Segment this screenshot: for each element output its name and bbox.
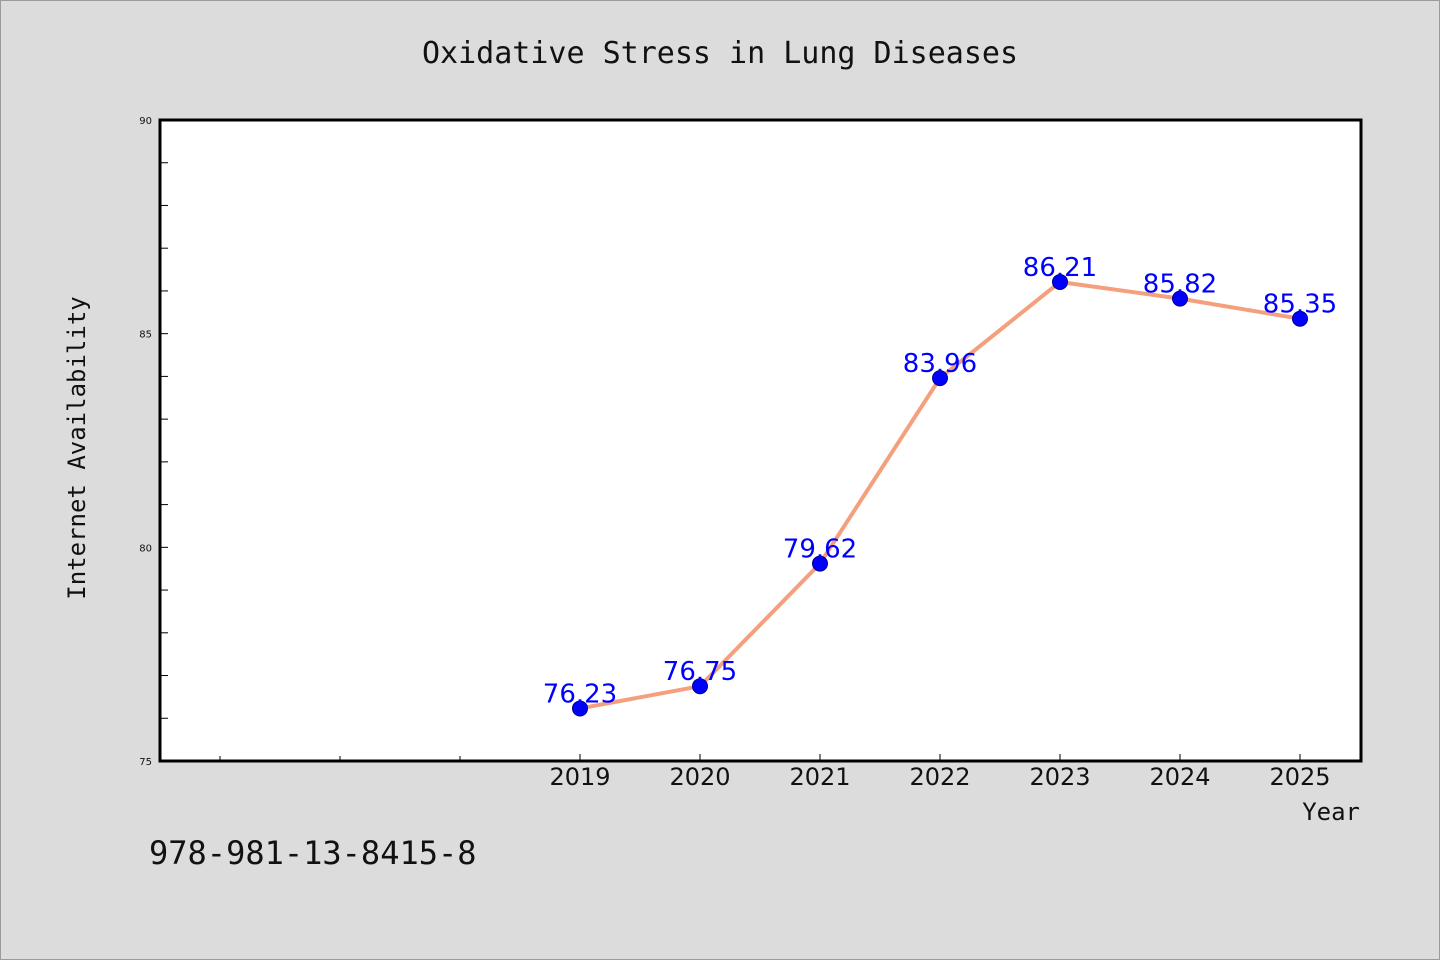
data-label: 76.23	[543, 679, 617, 709]
footer-code: 978-981-13-8415-8	[149, 834, 477, 872]
data-point	[572, 700, 588, 717]
data-point	[1172, 290, 1188, 307]
x-tick-label: 2023	[1029, 763, 1090, 791]
x-tick-label: 2025	[1269, 763, 1330, 791]
data-label: 85.82	[1143, 270, 1217, 300]
plot-area	[158, 118, 1363, 763]
x-tick-label: 2021	[789, 763, 850, 791]
y-tick-label: 80	[139, 543, 152, 554]
data-point	[932, 370, 948, 387]
data-label: 86.21	[1023, 253, 1097, 283]
data-point	[692, 678, 708, 695]
data-point	[1292, 310, 1308, 327]
x-tick-label: 2019	[549, 763, 610, 791]
data-markers	[572, 273, 1308, 717]
data-label: 83.96	[903, 349, 977, 379]
data-label: 79.62	[783, 535, 857, 565]
chart-title: Oxidative Stress in Lung Diseases	[422, 36, 1018, 71]
data-label: 85.35	[1263, 290, 1337, 320]
data-label: 76.75	[663, 657, 737, 687]
data-labels: 76.23 76.75 79.62 83.96 86.21 85.82 85.35	[543, 253, 1337, 709]
y-tick-label: 90	[139, 116, 152, 127]
y-axis-title: Internet Availability	[63, 296, 91, 599]
minor-ticks	[160, 162, 461, 761]
x-tick-labels: 2019 2020 2021 2022 2023 2024 2025	[549, 754, 1331, 791]
y-tick-label: 75	[139, 757, 152, 768]
x-tick-label: 2022	[909, 763, 970, 791]
x-tick-label: 2024	[1149, 763, 1210, 791]
y-tick-label: 85	[139, 330, 152, 341]
x-tick-label: 2020	[669, 763, 730, 791]
y-tick-labels: 75 80 85 90	[139, 116, 152, 768]
x-axis-title: Year	[1302, 798, 1360, 826]
data-point	[1052, 273, 1068, 290]
data-point	[812, 555, 828, 572]
